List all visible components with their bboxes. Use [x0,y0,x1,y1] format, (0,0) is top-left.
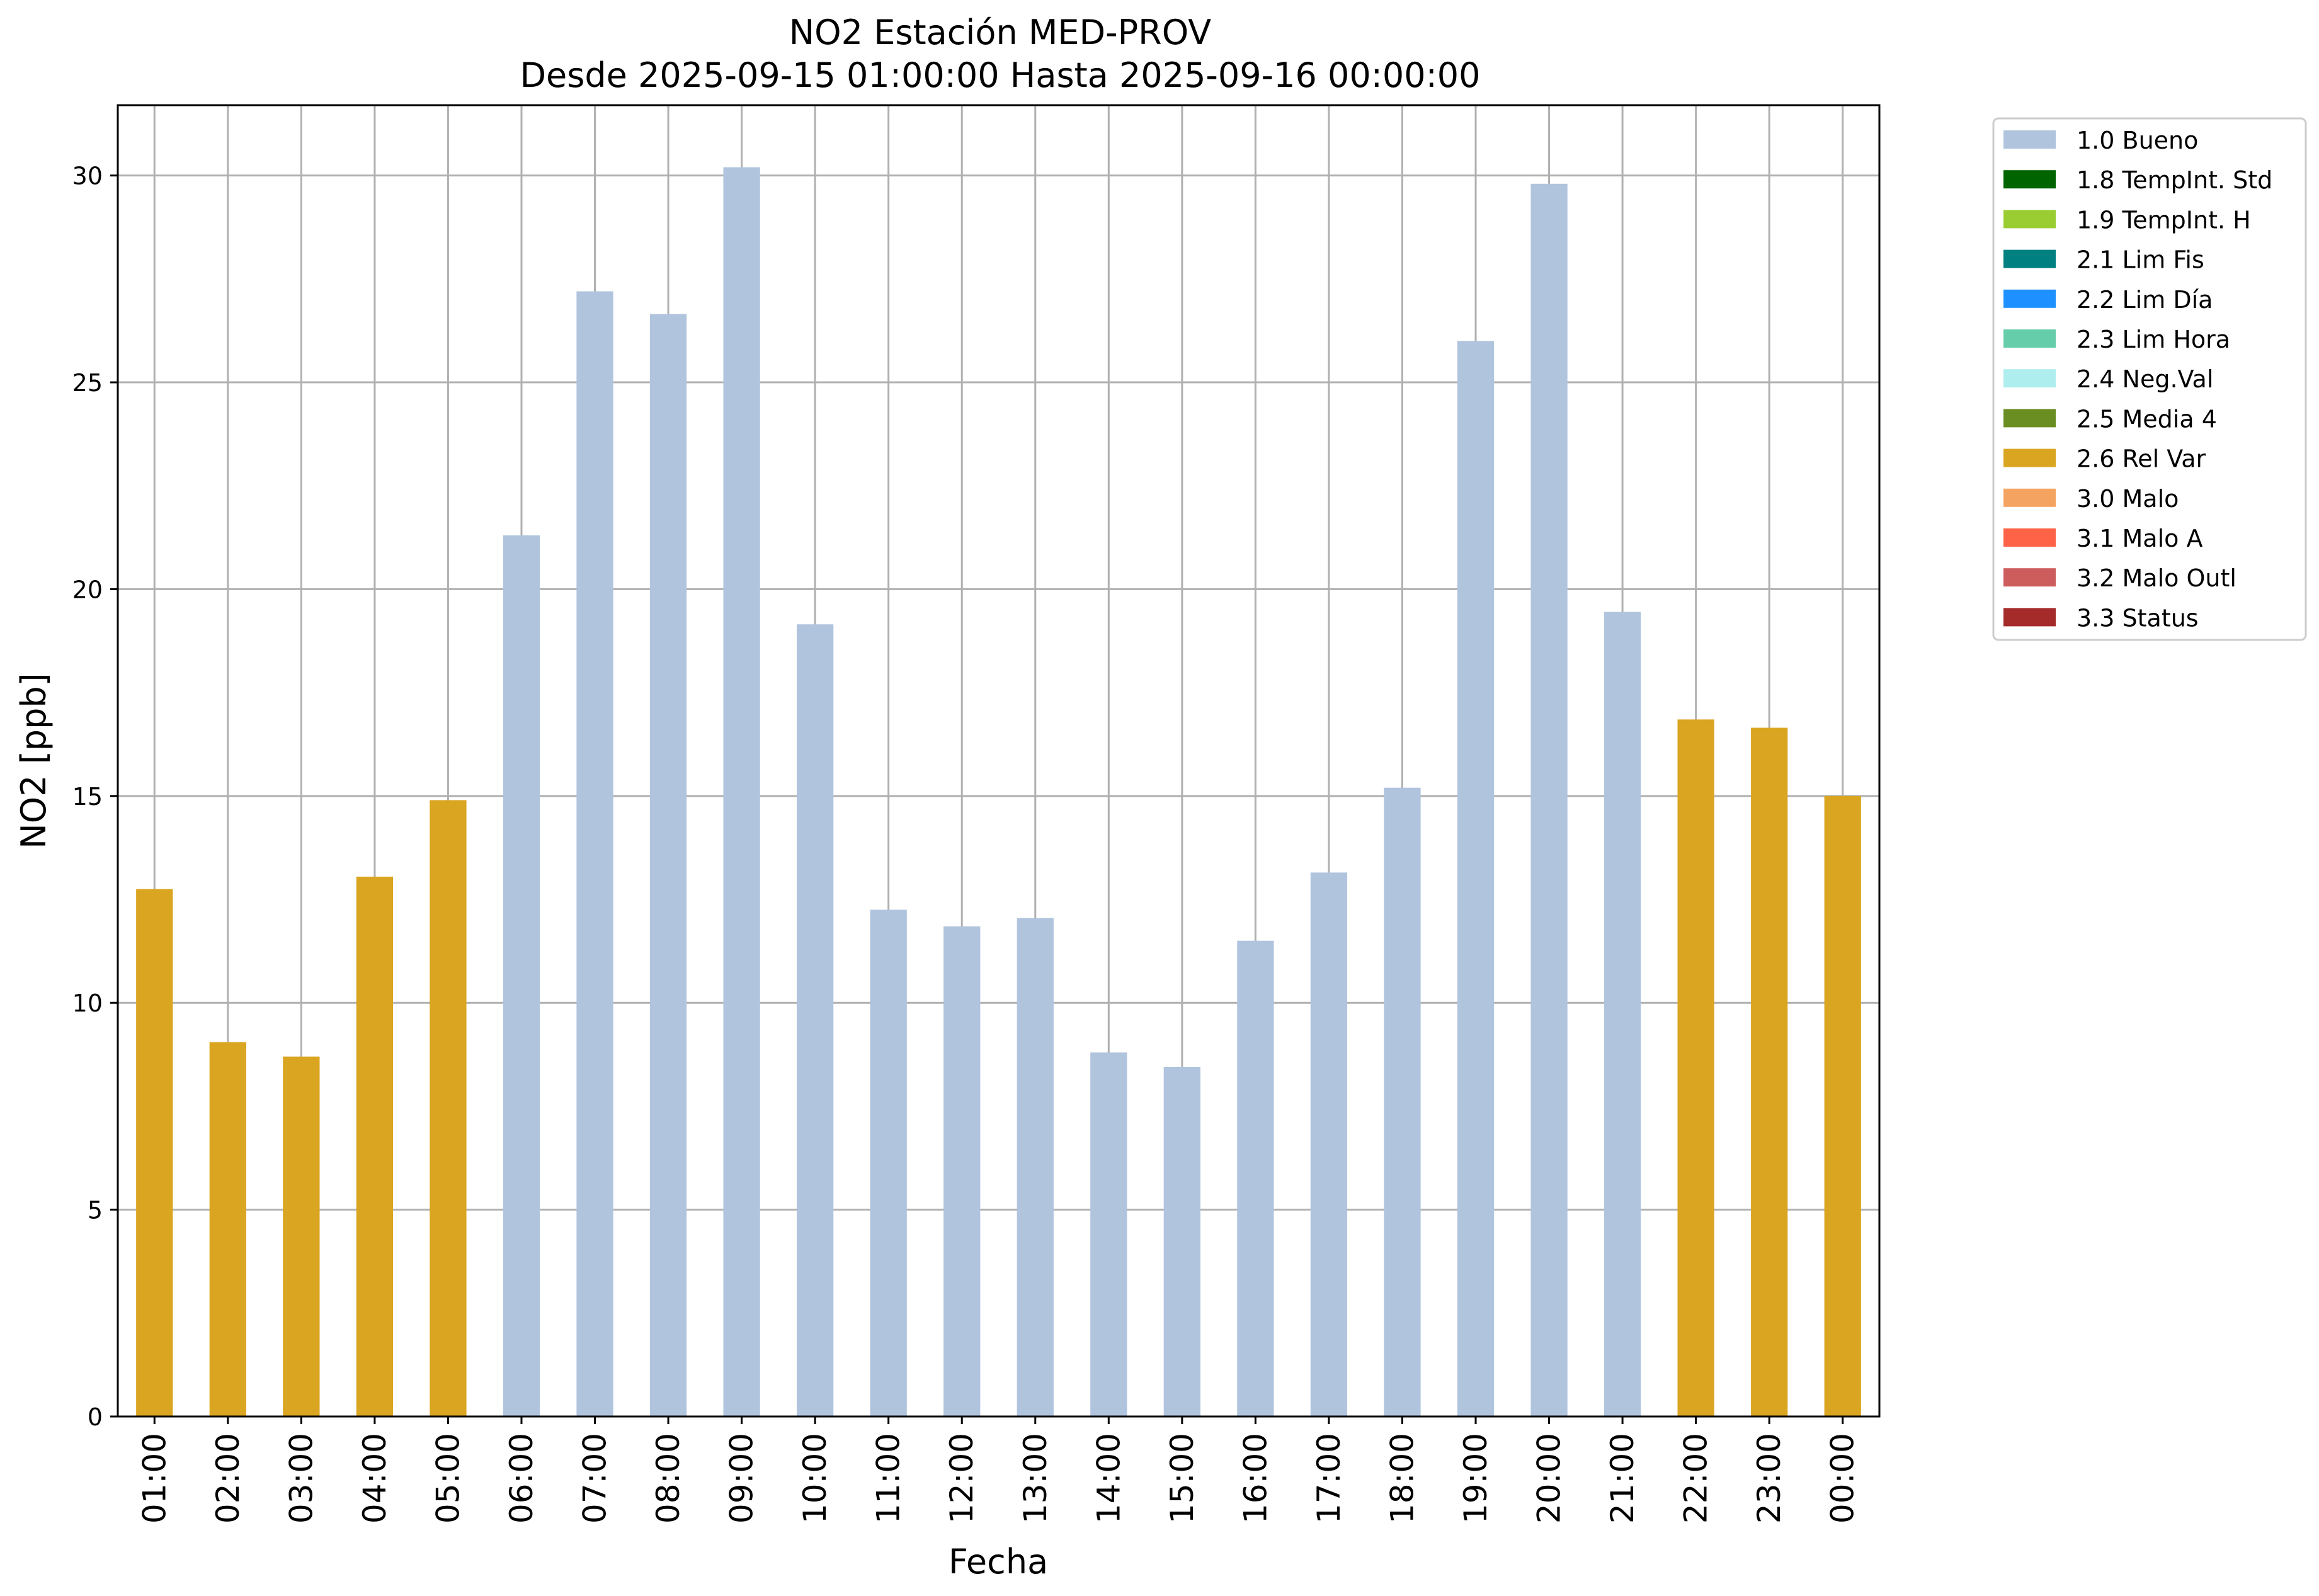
chart-subtitle: Desde 2025-09-15 01:00:00 Hasta 2025-09-… [520,55,1480,95]
bar-15:00 [1163,1067,1200,1416]
legend-label: 3.3 Status [2077,604,2199,632]
legend: 1.0 Bueno 1.8 TempInt. Std 1.9 TempInt. H 2… [1992,117,2307,641]
legend-label: 2.4 Neg.Val [2077,365,2213,393]
x-tick-label: 02:00 [210,1433,246,1524]
legend-swatch [2003,608,2056,627]
x-tick-label: 07:00 [577,1433,613,1524]
x-tick-label: 17:00 [1311,1433,1347,1524]
legend-label: 1.0 Bueno [2077,127,2198,154]
bar-10:00 [797,624,834,1416]
x-tick-label: 20:00 [1531,1433,1568,1524]
bar-09:00 [723,167,760,1417]
bar-07:00 [576,291,613,1417]
x-tick-label: 22:00 [1678,1433,1714,1524]
y-axis-label: NO2 [ppb] [14,673,54,848]
y-tick-label: 0 [88,1403,103,1431]
plot-frame [117,104,1881,1418]
legend-label: 3.0 Malo [2077,485,2179,513]
bar-19:00 [1457,341,1495,1416]
bar-22:00 [1677,719,1714,1416]
x-tick-label: 04:00 [356,1433,393,1524]
x-tick-label: 09:00 [724,1433,760,1524]
y-tick-label: 25 [72,369,103,397]
legend-swatch [2003,210,2056,229]
legend-box [1992,117,2307,641]
legend-swatch [2003,369,2056,388]
legend-label: 2.1 Lim Fis [2077,246,2204,274]
legend-swatch [2003,528,2056,547]
bar-20:00 [1530,183,1568,1417]
y-tick-label: 15 [72,783,103,811]
y-tick-label: 10 [72,989,103,1017]
x-tick-label: 14:00 [1090,1433,1127,1524]
legend-label: 3.2 Malo Outl [2077,564,2236,592]
bar-01:00 [136,889,173,1416]
x-axis-label: Fecha [949,1542,1048,1582]
x-tick-label: 19:00 [1457,1433,1494,1524]
legend-label: 2.2 Lim Día [2077,286,2213,314]
bars [136,167,1861,1417]
x-tick-label: 21:00 [1604,1433,1641,1524]
bar-00:00 [1824,795,1861,1416]
y-tick-label: 20 [72,576,103,603]
bar-18:00 [1384,787,1421,1416]
legend-swatch [2003,329,2056,348]
legend-swatch [2003,130,2056,149]
x-tick-label: 23:00 [1751,1433,1787,1524]
axes: 01:00 02:00 03:00 04:00 05:00 06:00 07:00 08:00… [72,162,1861,1524]
x-tick-label: 13:00 [1017,1433,1054,1524]
legend-label: 2.6 Rel Var [2077,445,2206,473]
legend-swatch [2003,289,2056,308]
x-tick-label: 16:00 [1237,1433,1273,1524]
x-tick-label: 06:00 [503,1433,540,1524]
legend-swatch [2003,488,2056,507]
legend-swatch [2003,568,2056,587]
x-tick-label: 10:00 [797,1433,833,1524]
x-tick-label: 15:00 [1164,1433,1200,1524]
legend-swatch [2003,170,2056,189]
x-tick-label: 01:00 [136,1433,173,1524]
bar-06:00 [503,535,540,1416]
bar-04:00 [356,876,394,1416]
x-tick-label: 08:00 [650,1433,687,1524]
bar-17:00 [1310,872,1348,1416]
chart-title: NO2 Estación MED-PROV [789,13,1211,52]
legend-label: 3.1 Malo A [2077,525,2202,552]
x-tick-label: 03:00 [283,1433,319,1524]
bar-21:00 [1604,612,1641,1416]
bar-05:00 [430,800,467,1416]
x-tick-label: 05:00 [430,1433,466,1524]
y-tick-label: 30 [72,162,103,190]
legend-swatch [2003,249,2056,268]
x-tick-label: 11:00 [870,1433,907,1524]
bar-12:00 [943,926,981,1416]
bar-23:00 [1751,727,1788,1416]
x-tick-label: 12:00 [943,1433,980,1524]
bar-16:00 [1237,940,1274,1416]
legend-label: 2.3 Lim Hora [2077,326,2230,353]
legend-swatch [2003,448,2056,467]
y-tick-label: 5 [88,1197,103,1224]
bar-08:00 [649,314,687,1417]
legend-swatch [2003,409,2056,428]
x-tick-label: 00:00 [1825,1433,1861,1524]
legend-label: 1.9 TempInt. H [2077,206,2251,234]
legend-label: 2.5 Media 4 [2077,405,2217,433]
bar-14:00 [1090,1052,1127,1416]
x-tick-label: 18:00 [1384,1433,1420,1524]
bar-11:00 [870,909,907,1416]
bar-03:00 [283,1056,320,1416]
legend-label: 1.8 TempInt. Std [2077,166,2272,194]
bar-13:00 [1017,918,1054,1416]
bar-02:00 [209,1042,246,1416]
